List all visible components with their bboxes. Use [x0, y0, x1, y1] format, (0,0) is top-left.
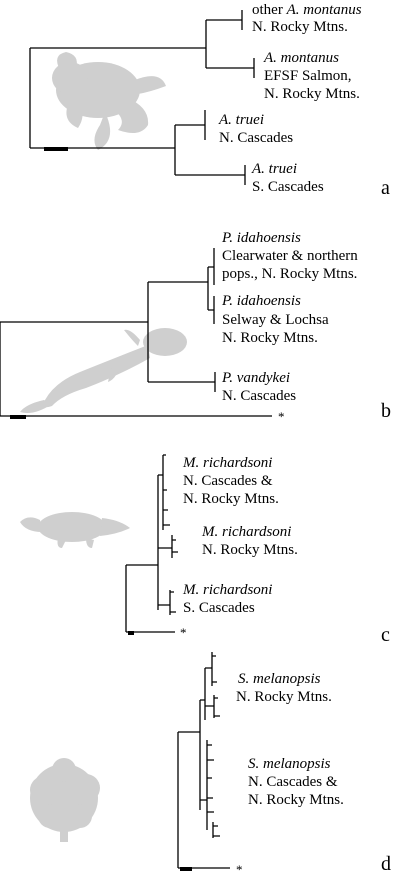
outgroup-marker: *: [180, 625, 187, 640]
panel-letter-b: b: [381, 400, 391, 422]
clade-label-a2: A. montanus EFSF Salmon, N. Rocky Mtns.: [263, 50, 360, 102]
tree-branch: [0, 248, 272, 417]
clade-label-a4: A. truei S. Cascades: [251, 161, 324, 195]
shrew-silhouette-icon: [20, 512, 130, 548]
outgroup-marker: *: [236, 862, 243, 876]
clade-label-b2: P. idahoensis Selway & Lochsa N. Rocky M…: [221, 293, 332, 346]
panel-a: other A. montanus N. Rocky Mtns. A. mont…: [29, 2, 390, 199]
panel-letter-c: c: [381, 624, 390, 646]
clade-label-a3: A. truei N. Cascades: [218, 112, 293, 146]
panel-letter-a: a: [381, 177, 390, 199]
clade-label-c3: M. richardsoni S. Cascades: [182, 582, 276, 616]
panel-b: * P. idahoensis Clearwater & northern po…: [0, 230, 391, 424]
tree-branch: [177, 652, 230, 869]
tree-branch: [125, 454, 178, 633]
panel-c: * M. richardsoni N. Cascades & N. Rocky …: [20, 454, 390, 646]
tree-branch: [29, 10, 255, 185]
outgroup-marker: *: [278, 409, 285, 424]
salamander-silhouette-icon: [20, 328, 187, 413]
clade-label-b1: P. idahoensis Clearwater & northern pops…: [221, 230, 362, 282]
clade-label-a1: other A. montanus N. Rocky Mtns.: [252, 2, 365, 35]
panel-d: * S. melanopsis N. Rocky Mtns. S. melano…: [30, 652, 391, 876]
clade-label-c1: M. richardsoni N. Cascades & N. Rocky Mt…: [182, 455, 279, 507]
frog-silhouette-icon: [52, 52, 166, 150]
clade-label-b3: P. vandykei N. Cascades: [221, 370, 296, 404]
clade-label-d1: S. melanopsis N. Rocky Mtns.: [236, 671, 332, 705]
willow-tree-silhouette-icon: [30, 758, 100, 842]
clade-label-c2: M. richardsoni N. Rocky Mtns.: [201, 524, 298, 558]
clade-label-d2: S. melanopsis N. Cascades & N. Rocky Mtn…: [248, 756, 344, 808]
panel-letter-d: d: [381, 853, 391, 875]
